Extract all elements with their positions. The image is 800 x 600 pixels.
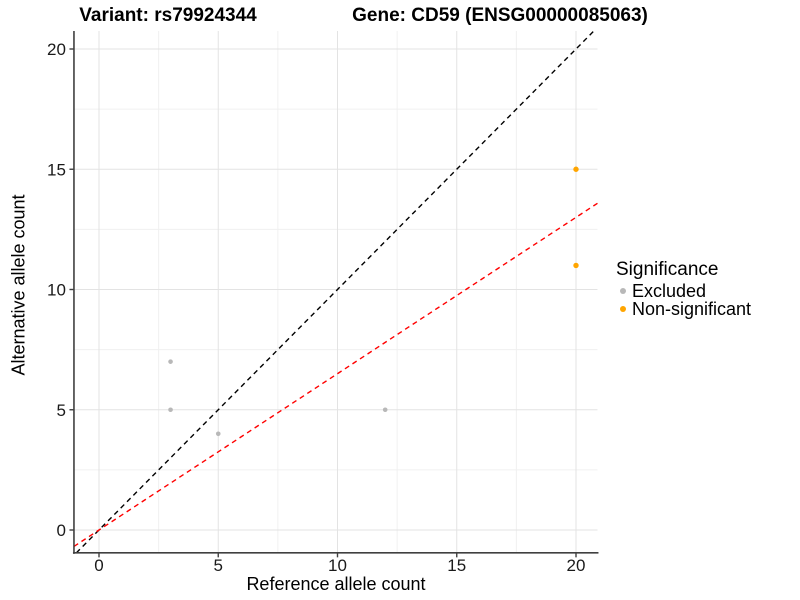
x-tick-label: 20 [567, 556, 586, 575]
data-point-non-significant [573, 166, 579, 172]
gridlines-major [73, 30, 598, 553]
variant-title: Variant: rs79924344 [79, 5, 257, 26]
reference-lines [73, 30, 598, 554]
gridlines-minor [73, 30, 598, 553]
x-tick-label: 0 [94, 556, 103, 575]
data-point-excluded [168, 359, 173, 364]
axis-lines [72, 30, 599, 554]
y-tick-label: 20 [47, 40, 66, 59]
legend: Significance Excluded Non-significant [616, 259, 751, 319]
y-tick-label: 0 [56, 521, 65, 540]
legend-item-non-significant: Non-significant [616, 300, 751, 318]
non-significant-dot-icon [620, 306, 626, 312]
x-tick-label: 15 [447, 556, 466, 575]
axis-ticks [69, 48, 577, 558]
x-tick-label: 5 [214, 556, 223, 575]
gene-title: Gene: CD59 (ENSG00000085063) [352, 5, 648, 26]
legend-title: Significance [616, 259, 719, 280]
legend-label-non-significant: Non-significant [632, 299, 752, 319]
y-axis-label: Alternative allele count [8, 194, 29, 376]
tick-labels: 0 5 10 15 20 0 5 10 15 20 [47, 40, 585, 575]
y-tick-label: 10 [47, 281, 66, 300]
data-point-excluded [168, 407, 173, 413]
legend-item-excluded: Excluded [616, 282, 751, 300]
expected-ratio-line [73, 202, 598, 547]
y-tick-label: 5 [56, 401, 65, 420]
data-points [168, 166, 579, 437]
identity-line [75, 30, 595, 554]
excluded-dot-icon [620, 288, 626, 294]
data-point-excluded [382, 407, 388, 413]
y-tick-label: 15 [47, 160, 66, 179]
x-axis-label: Reference allele count [246, 574, 426, 594]
x-tick-label: 10 [328, 556, 347, 575]
data-point-non-significant [573, 262, 579, 269]
data-point-excluded [215, 431, 221, 437]
legend-label-excluded: Excluded [632, 281, 707, 301]
